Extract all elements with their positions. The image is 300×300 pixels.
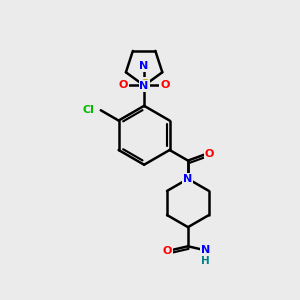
- Text: N: N: [183, 174, 193, 184]
- Text: S: S: [140, 78, 148, 91]
- Text: N: N: [140, 80, 149, 91]
- Text: O: O: [163, 246, 172, 256]
- Text: H: H: [201, 256, 210, 266]
- Text: O: O: [119, 80, 128, 90]
- Text: N: N: [140, 61, 149, 71]
- Text: O: O: [160, 80, 169, 90]
- Text: O: O: [205, 148, 214, 158]
- Text: N: N: [183, 174, 193, 184]
- Text: N: N: [201, 245, 210, 255]
- Text: Cl: Cl: [82, 105, 94, 115]
